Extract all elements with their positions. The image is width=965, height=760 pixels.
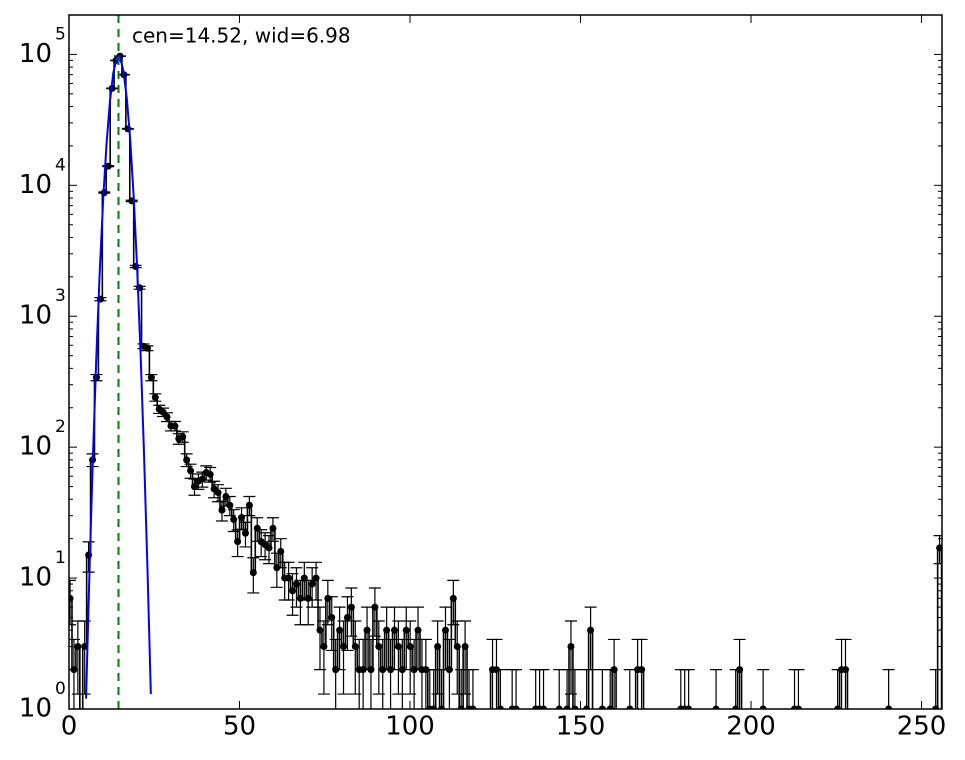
data-point: [383, 627, 390, 634]
x-tick-label: 100: [385, 712, 435, 742]
data-point: [289, 587, 296, 594]
data-point: [371, 604, 378, 611]
data-point: [395, 643, 402, 650]
y-tick-label: 10: [19, 694, 52, 724]
data-point: [462, 643, 469, 650]
y-tick-exponent: 5: [55, 24, 66, 44]
data-point: [336, 627, 343, 634]
data-point: [324, 595, 331, 602]
data-point: [364, 627, 371, 634]
data-point: [305, 595, 312, 602]
data-point: [344, 614, 351, 621]
y-tick-label: 10: [19, 563, 52, 593]
data-point: [293, 581, 300, 588]
data-point: [567, 643, 574, 650]
data-point: [230, 516, 237, 523]
data-point: [375, 643, 382, 650]
data-point: [246, 502, 253, 509]
y-tick-exponent: 4: [55, 155, 66, 175]
data-point: [215, 489, 222, 496]
data-point: [309, 581, 316, 588]
data-point: [242, 530, 249, 537]
data-point: [144, 345, 151, 352]
y-tick-label: 10: [19, 39, 52, 69]
data-point: [313, 575, 320, 582]
data-point: [320, 643, 327, 650]
data-point: [187, 467, 194, 474]
data-point: [152, 394, 159, 401]
data-point: [454, 643, 461, 650]
data-point: [391, 627, 398, 634]
data-point: [269, 525, 276, 532]
data-point: [148, 374, 155, 381]
data-point: [234, 538, 241, 545]
data-point: [254, 525, 261, 532]
data-point: [367, 666, 374, 673]
data-point: [434, 643, 441, 650]
data-point: [183, 456, 190, 463]
data-point: [340, 643, 347, 650]
data-point: [442, 627, 449, 634]
y-tick-exponent: 0: [55, 679, 66, 699]
data-point: [638, 666, 645, 673]
data-point: [403, 627, 410, 634]
annotation: cen=14.52, wid=6.98: [132, 24, 351, 48]
x-tick-label: 0: [61, 712, 78, 742]
y-tick-label: 10: [19, 170, 52, 200]
data-point: [207, 471, 214, 478]
data-point: [266, 544, 273, 551]
data-point: [250, 569, 257, 576]
data-point: [450, 595, 457, 602]
x-tick-label: 250: [897, 712, 947, 742]
x-tick-label: 50: [223, 712, 256, 742]
data-point: [348, 604, 355, 611]
y-tick-label: 10: [19, 432, 52, 462]
data-point: [446, 666, 453, 673]
data-point: [352, 643, 359, 650]
data-point: [736, 666, 743, 673]
data-point: [415, 627, 422, 634]
y-tick-exponent: 3: [55, 286, 66, 306]
data-point: [297, 595, 304, 602]
data-point: [316, 627, 323, 634]
data-point: [226, 502, 233, 509]
data-point: [842, 666, 849, 673]
data-point: [277, 548, 284, 555]
y-tick-exponent: 2: [55, 417, 66, 437]
y-tick-label: 10: [19, 301, 52, 331]
data-point: [285, 575, 292, 582]
data-point: [164, 413, 171, 420]
data-point: [611, 666, 618, 673]
x-tick-label: 150: [556, 712, 606, 742]
data-point: [171, 423, 178, 430]
data-point: [587, 627, 594, 634]
data-point: [328, 614, 335, 621]
y-tick-exponent: 1: [55, 548, 66, 568]
data-point: [218, 507, 225, 514]
x-tick-label: 200: [726, 712, 776, 742]
data-point: [74, 643, 81, 650]
data-point: [407, 643, 414, 650]
data-point: [179, 433, 186, 440]
